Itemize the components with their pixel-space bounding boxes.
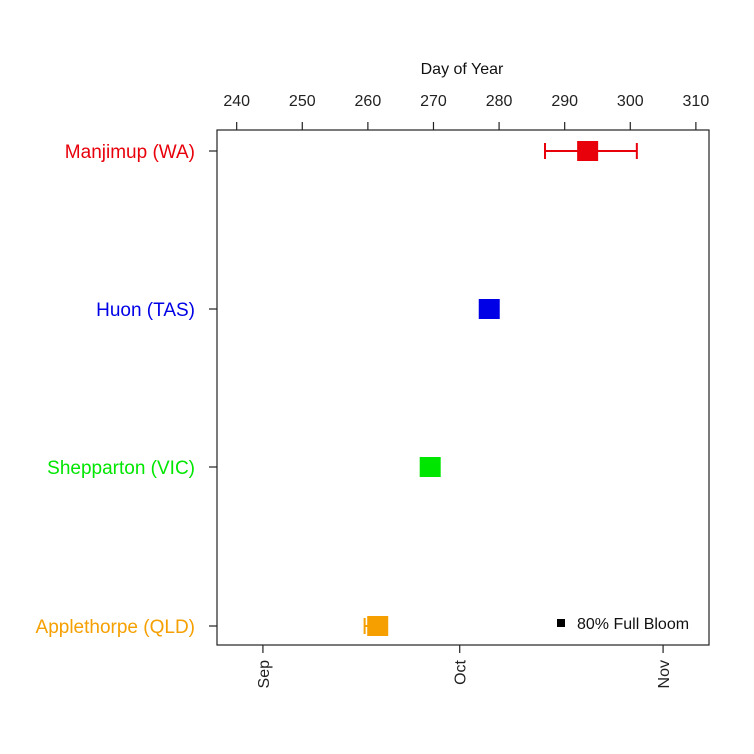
top-tick-label: 260 bbox=[355, 93, 382, 110]
top-tick-label: 240 bbox=[223, 93, 250, 110]
month-tick-label: Sep bbox=[256, 660, 273, 689]
top-tick-label: 300 bbox=[617, 93, 644, 110]
category-label: Applethorpe (QLD) bbox=[36, 617, 195, 638]
category-label: Manjimup (WA) bbox=[65, 142, 195, 163]
bloom-marker bbox=[367, 616, 389, 636]
month-tick-label: Nov bbox=[656, 660, 673, 688]
bloom-marker bbox=[577, 141, 599, 161]
legend-label: 80% Full Bloom bbox=[577, 616, 689, 633]
top-tick-label: 310 bbox=[683, 93, 710, 110]
data-marks bbox=[363, 141, 638, 636]
month-tick-label: Oct bbox=[453, 659, 470, 684]
bloom-marker bbox=[419, 457, 441, 477]
category-label: Huon (TAS) bbox=[96, 300, 195, 321]
top-axis-title: Day of Year bbox=[421, 61, 504, 78]
top-tick-label: 280 bbox=[486, 93, 513, 110]
top-tick-label: 290 bbox=[551, 93, 578, 110]
top-axis: 240 250 260 270 280 290 300 310 bbox=[223, 93, 709, 130]
legend-marker bbox=[557, 619, 565, 627]
plot-frame bbox=[216, 129, 710, 646]
category-axis: Manjimup (WA) Huon (TAS) Shepparton (VIC) A… bbox=[36, 142, 217, 638]
legend: 80% Full Bloom bbox=[557, 616, 689, 633]
top-tick-label: 250 bbox=[289, 93, 316, 110]
bloom-marker bbox=[478, 299, 500, 319]
top-tick-label: 270 bbox=[420, 93, 447, 110]
bottom-month-axis: Sep Oct Nov bbox=[256, 645, 673, 688]
category-label: Shepparton (VIC) bbox=[47, 458, 195, 479]
